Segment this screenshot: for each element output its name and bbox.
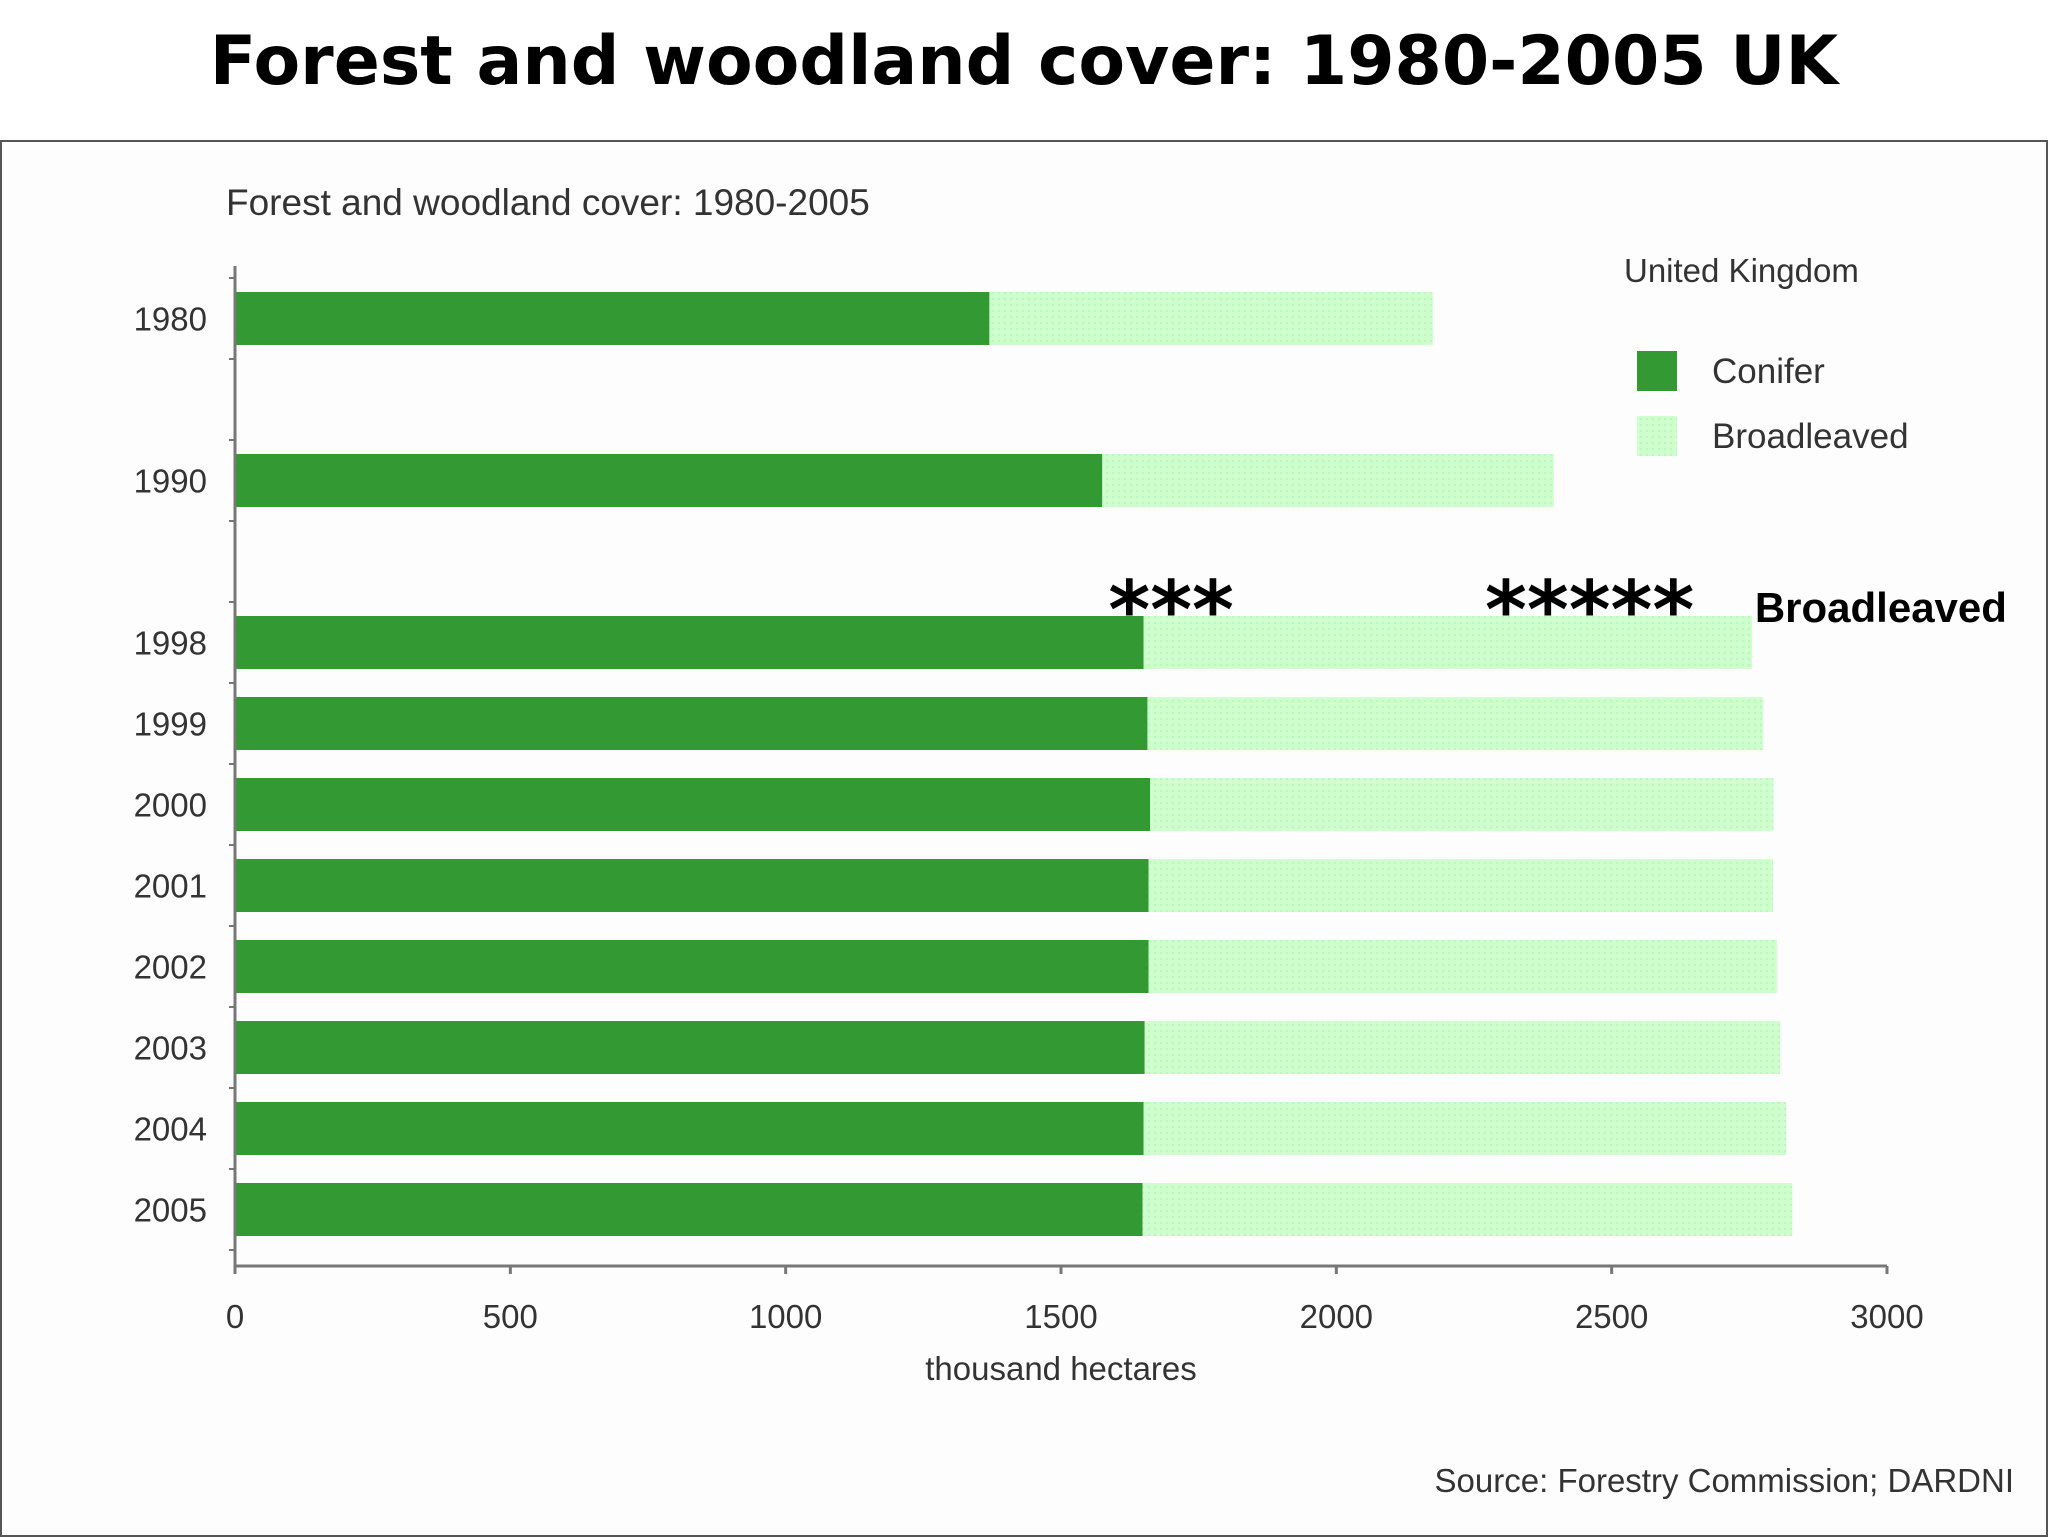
bar-broadleaved-2005 [1142, 1183, 1793, 1236]
y-tick-label-2004: 2004 [134, 1111, 207, 1148]
legend-title: United Kingdom [1624, 252, 1859, 289]
bar-chart: Forest and woodland cover: 1980-2005 198… [134, 182, 2014, 1499]
axes-layer: 1980 1990 1998 1999 2000 2001 2002 2003 2004 2005… [134, 266, 1924, 1335]
annotations: *** ***** Broadleaved [1108, 564, 2007, 657]
bar-broadleaved-2000 [1150, 778, 1774, 831]
annotation-stars-0: *** [1108, 564, 1234, 657]
annotation-stars-1: ***** [1485, 564, 1694, 657]
x-tick-label-2000: 2000 [1300, 1298, 1373, 1335]
y-tick-label-2005: 2005 [134, 1192, 207, 1229]
bar-broadleaved-2003 [1144, 1021, 1781, 1074]
bar-conifer-1980 [235, 292, 990, 345]
bar-conifer-2000 [235, 778, 1151, 831]
bar-broadleaved-2002 [1148, 940, 1777, 993]
x-tick-label-3000: 3000 [1850, 1298, 1923, 1335]
y-tick-label-2002: 2002 [134, 949, 207, 986]
y-tick-label-1998: 1998 [134, 625, 207, 662]
legend-swatch-broadleaved [1637, 416, 1677, 456]
bar-broadleaved-2004 [1143, 1102, 1787, 1155]
legend-label-broadleaved: Broadleaved [1712, 417, 1909, 456]
y-tick-label-1980: 1980 [134, 301, 207, 338]
x-axis-label: thousand hectares [925, 1350, 1197, 1387]
bar-broadleaved-2001 [1148, 859, 1774, 912]
x-tick-label-1000: 1000 [749, 1298, 822, 1335]
bar-broadleaved-1998 [1143, 616, 1753, 669]
legend: United Kingdom Conifer Broadleaved [1624, 252, 1909, 456]
y-tick-label-2000: 2000 [134, 787, 207, 824]
legend-swatch-conifer [1637, 351, 1677, 391]
bar-conifer-2002 [235, 940, 1149, 993]
y-tick-label-1990: 1990 [134, 463, 207, 500]
chart-title: Forest and woodland cover: 1980-2005 [226, 182, 870, 223]
bar-conifer-1999 [235, 697, 1148, 750]
annotation-broadleaved-label: Broadleaved [1755, 584, 2007, 631]
y-tick-label-2001: 2001 [134, 868, 207, 905]
slide-title: Forest and woodland cover: 1980-2005 UK [209, 22, 1839, 101]
bars-layer [235, 292, 1793, 1236]
x-tick-label-2500: 2500 [1575, 1298, 1648, 1335]
bar-broadleaved-1990 [1102, 454, 1554, 507]
bar-broadleaved-1980 [989, 292, 1433, 345]
x-tick-label-0: 0 [226, 1298, 244, 1335]
bar-broadleaved-1999 [1147, 697, 1764, 750]
bar-conifer-2005 [235, 1183, 1143, 1236]
y-tick-label-1999: 1999 [134, 706, 207, 743]
y-tick-label-2003: 2003 [134, 1030, 207, 1067]
legend-label-conifer: Conifer [1712, 352, 1825, 391]
x-tick-label-1500: 1500 [1024, 1298, 1097, 1335]
bar-conifer-2004 [235, 1102, 1144, 1155]
bar-conifer-1998 [235, 616, 1144, 669]
bar-conifer-2003 [235, 1021, 1145, 1074]
source-note: Source: Forestry Commission; DARDNI [1435, 1462, 2014, 1499]
bar-conifer-1990 [235, 454, 1103, 507]
bar-conifer-2001 [235, 859, 1149, 912]
chart-frame: Forest and woodland cover: 1980-2005 198… [0, 140, 2048, 1537]
x-tick-label-500: 500 [483, 1298, 538, 1335]
